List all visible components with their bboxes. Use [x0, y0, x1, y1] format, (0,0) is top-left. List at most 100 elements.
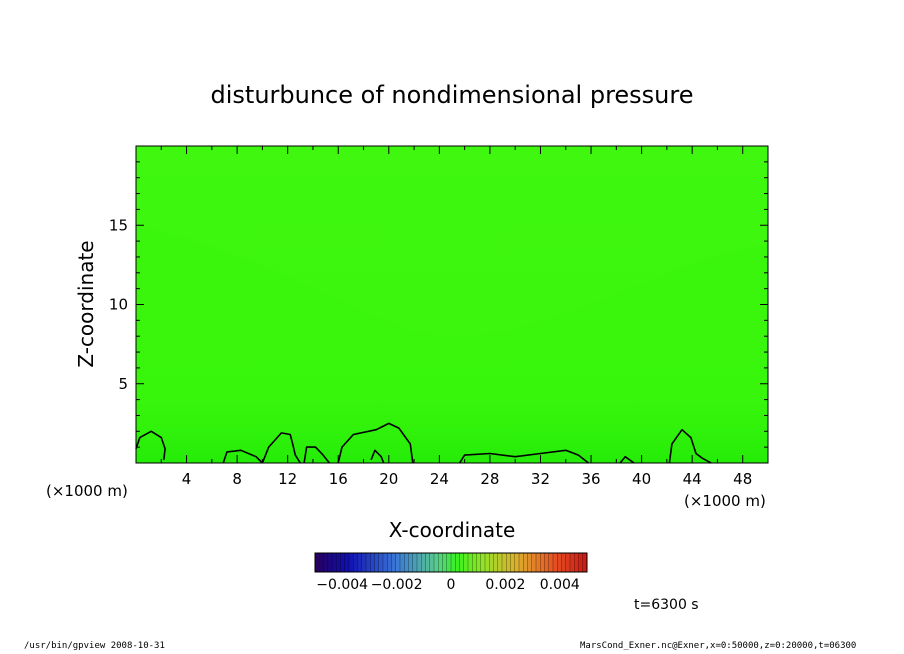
colorbar-cell [340, 553, 346, 572]
contour-lines [135, 422, 712, 464]
colorbar-cell [434, 553, 439, 572]
colorbar-cell [400, 553, 405, 572]
x-axis-label: X-coordinate [389, 518, 516, 542]
colorbar-cell [570, 553, 575, 572]
y-tick-label: 15 [109, 216, 128, 234]
x-tick-label: 48 [733, 470, 752, 488]
contour-line [337, 422, 414, 464]
colorbar-cell [472, 553, 477, 572]
contour-line [458, 449, 589, 464]
colorbar-cell [353, 553, 358, 572]
colorbar-cell [531, 553, 537, 572]
contour-line [222, 449, 263, 464]
colorbar-cell [574, 553, 579, 572]
colorbar-cell [442, 553, 448, 572]
colorbar-cell [459, 553, 465, 572]
x-tick-label: 28 [480, 470, 499, 488]
colorbar-cell [476, 553, 482, 572]
colorbar-cell [510, 553, 516, 572]
colorbar-tick-label: −0.004 [316, 577, 368, 593]
colorbar-cell [383, 553, 388, 572]
x-unit-right: (×1000 m) [684, 492, 766, 510]
colorbar-cell [315, 553, 320, 572]
colorbar-cell [344, 553, 350, 572]
colorbar-cell [417, 553, 422, 572]
contour-line [668, 428, 712, 464]
colorbar-cell [489, 553, 494, 572]
colorbar-cell [391, 553, 397, 572]
footer-right: MarsCond_Exner.nc@Exner,x=0:50000,z=0:20… [580, 641, 857, 651]
y-minor-ticks [136, 161, 768, 448]
colorbar-frame [314, 552, 588, 573]
colorbar-tick-label: 0.004 [540, 577, 580, 593]
colorbar-cell [497, 553, 503, 572]
colorbar: −0.004 −0.002 0 0.002 0.004 [314, 552, 588, 593]
contour-line [135, 430, 166, 460]
x-tick-label: 32 [531, 470, 550, 488]
time-label: t=6300 s [634, 597, 699, 613]
colorbar-cell [429, 553, 435, 572]
colorbar-cell [370, 553, 375, 572]
colorbar-cell [332, 553, 337, 572]
x-tick-label: 4 [182, 470, 192, 488]
colorbar-cell [319, 553, 324, 572]
y-axis: 5 10 15 [109, 216, 768, 393]
colorbar-cell [408, 553, 414, 572]
colorbar-cell [387, 553, 392, 572]
contour-line [261, 432, 301, 464]
colorbar-cell [438, 553, 443, 572]
colorbar-tick-label: 0.002 [485, 577, 525, 593]
x-tick-label: 40 [632, 470, 651, 488]
colorbar-cell [421, 553, 426, 572]
colorbar-cell [412, 553, 418, 572]
colorbar-cell [374, 553, 380, 572]
colorbar-cell [327, 553, 333, 572]
x-tick-label: 8 [232, 470, 242, 488]
x-tick-label: 16 [329, 470, 348, 488]
colorbar-cell [455, 553, 460, 572]
colorbar-cell [565, 553, 571, 572]
colorbar-cell [323, 553, 329, 572]
colorbar-cell [463, 553, 469, 572]
colorbar-cell [578, 553, 584, 572]
colorbar-cell [349, 553, 354, 572]
colorbar-cell [557, 553, 562, 572]
colorbar-cell [336, 553, 341, 572]
x-tick-label: 12 [278, 470, 297, 488]
colorbar-labels: −0.004 −0.002 0 0.002 0.004 [316, 577, 580, 593]
colorbar-cell [506, 553, 511, 572]
colorbar-cell [527, 553, 533, 572]
colorbar-cell [514, 553, 520, 572]
colorbar-cell [395, 553, 401, 572]
x-tick-label: 36 [581, 470, 600, 488]
colorbar-cell [485, 553, 490, 572]
colorbar-tick-label: −0.002 [371, 577, 423, 593]
colorbar-cell [366, 553, 371, 572]
colorbar-cell [523, 553, 528, 572]
colorbar-cell [378, 553, 384, 572]
field-lighter-band [136, 146, 768, 336]
colorbar-cell [540, 553, 545, 572]
x-unit-left: (×1000 m) [46, 482, 128, 500]
y-tick-label: 5 [118, 375, 128, 393]
colorbar-cell [480, 553, 486, 572]
y-axis-label: Z-coordinate [74, 240, 98, 367]
footer-left: /usr/bin/gpview 2008-10-31 [24, 641, 165, 651]
colorbar-cell [548, 553, 554, 572]
chart-title: disturbunce of nondimensional pressure [211, 81, 694, 109]
colorbar-cell [519, 553, 524, 572]
colorbar-cell [502, 553, 507, 572]
y-tick-label: 10 [109, 296, 128, 314]
colorbar-cell [425, 553, 431, 572]
x-axis: 4 8 12 16 20 24 28 32 36 40 44 48 [182, 146, 752, 488]
colorbar-cells [314, 553, 588, 572]
x-tick-label: 24 [430, 470, 449, 488]
colorbar-cell [582, 553, 588, 572]
contour-line [619, 455, 635, 464]
colorbar-cell [553, 553, 558, 572]
colorbar-tick-label: 0 [447, 577, 456, 593]
x-tick-label: 44 [683, 470, 702, 488]
colorbar-cell [493, 553, 499, 572]
